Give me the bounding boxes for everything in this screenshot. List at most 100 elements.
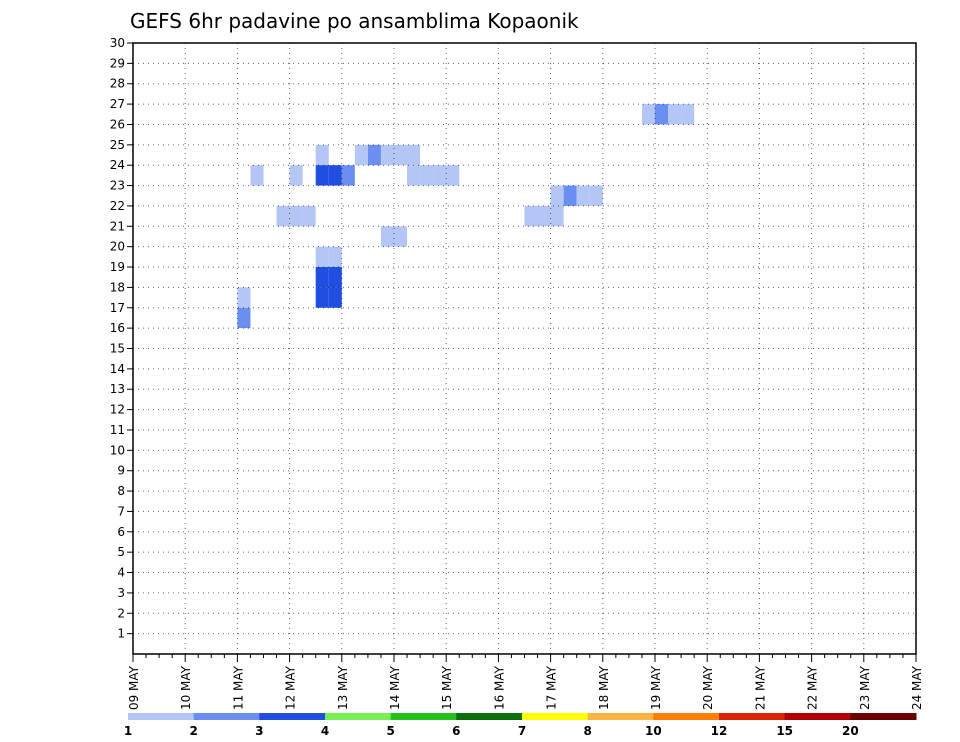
colorbar-label: 20 bbox=[842, 724, 859, 738]
y-tick-label: 1 bbox=[117, 627, 125, 641]
y-tick-label: 6 bbox=[117, 525, 125, 539]
heatmap-cell bbox=[328, 267, 342, 288]
heatmap-cell bbox=[589, 185, 603, 206]
heatmap-cell bbox=[237, 287, 251, 308]
heatmap-cell bbox=[289, 165, 303, 186]
colorbar-swatch bbox=[653, 713, 720, 720]
colorbar-swatch bbox=[259, 713, 326, 720]
heatmap-cell bbox=[328, 287, 342, 308]
y-tick-label: 11 bbox=[110, 423, 125, 437]
y-tick-label: 4 bbox=[117, 566, 125, 580]
colorbar-label: 1 bbox=[124, 724, 132, 738]
heatmap-cell bbox=[550, 205, 564, 227]
heatmap-cell bbox=[641, 104, 655, 125]
y-tick-label: 14 bbox=[110, 362, 125, 376]
grid-lines bbox=[133, 42, 917, 654]
colorbar-label: 6 bbox=[452, 724, 460, 738]
y-tick-label: 18 bbox=[110, 280, 125, 294]
heatmap-cell bbox=[394, 226, 408, 247]
y-tick-label: 22 bbox=[110, 199, 125, 213]
heatmap-cell bbox=[537, 205, 551, 227]
heatmap-cell bbox=[655, 104, 669, 125]
y-tick-label: 8 bbox=[117, 484, 125, 498]
colorbar-swatch bbox=[390, 713, 457, 720]
y-tick-label: 13 bbox=[110, 382, 125, 396]
x-tick-label: 12 MAY bbox=[284, 665, 298, 710]
chart-title: GEFS 6hr padavine po ansamblima Kopaonik bbox=[130, 9, 579, 33]
colorbar-swatch bbox=[193, 713, 260, 720]
heatmap-cells bbox=[237, 104, 695, 329]
heatmap-cell bbox=[668, 104, 682, 125]
x-axis: 09 MAY 10 MAY 11 MAY 12 MAY 13 MAY 14 MAY 15 M… bbox=[127, 654, 924, 710]
colorbar-swatch bbox=[784, 713, 851, 720]
colorbar-label: 10 bbox=[645, 724, 662, 738]
heatmap-cell bbox=[446, 165, 460, 186]
y-tick-label: 19 bbox=[110, 260, 125, 274]
heatmap-cell bbox=[380, 226, 394, 247]
y-tick-label: 5 bbox=[117, 545, 125, 559]
heatmap-cell bbox=[681, 104, 695, 125]
heatmap-cell bbox=[315, 287, 329, 308]
heatmap-cell bbox=[380, 144, 394, 166]
x-tick-label: 10 MAY bbox=[179, 665, 193, 710]
x-tick-label: 09 MAY bbox=[127, 665, 141, 710]
colorbar-swatch bbox=[587, 713, 654, 720]
colorbar-label: 8 bbox=[583, 724, 591, 738]
x-tick-label: 18 MAY bbox=[597, 665, 611, 710]
heatmap-cell bbox=[276, 205, 290, 227]
colorbar-label: 12 bbox=[711, 724, 728, 738]
y-tick-label: 2 bbox=[117, 606, 125, 620]
y-tick-label: 28 bbox=[110, 77, 125, 91]
heatmap-cell bbox=[328, 165, 342, 186]
heatmap-cell bbox=[524, 205, 538, 227]
y-tick-label: 7 bbox=[117, 504, 125, 518]
x-tick-label: 22 MAY bbox=[806, 665, 820, 710]
heatmap-cell bbox=[315, 165, 329, 186]
colorbar-swatch bbox=[128, 713, 195, 720]
x-tick-label: 21 MAY bbox=[753, 665, 767, 710]
colorbar-label: 4 bbox=[321, 724, 329, 738]
colorbar-swatch bbox=[850, 713, 917, 720]
colorbar-label: 3 bbox=[255, 724, 263, 738]
y-tick-label: 30 bbox=[110, 36, 125, 50]
heatmap-cell bbox=[420, 165, 434, 186]
heatmap-cell bbox=[328, 246, 342, 268]
y-tick-label: 20 bbox=[110, 240, 125, 254]
y-tick-label: 17 bbox=[110, 301, 125, 315]
x-tick-label: 16 MAY bbox=[492, 665, 506, 710]
colorbar-label: 15 bbox=[776, 724, 793, 738]
colorbar-label: 5 bbox=[386, 724, 394, 738]
y-axis: 1234567891011121314151617181920212223242… bbox=[110, 36, 133, 641]
heatmap-cell bbox=[315, 267, 329, 288]
colorbar-swatch bbox=[719, 713, 786, 720]
y-tick-label: 27 bbox=[110, 97, 125, 111]
heatmap-cell bbox=[407, 144, 421, 166]
x-tick-label: 15 MAY bbox=[440, 665, 454, 710]
y-tick-label: 24 bbox=[110, 158, 125, 172]
y-tick-label: 16 bbox=[110, 321, 125, 335]
y-tick-label: 26 bbox=[110, 117, 125, 131]
x-tick-label: 13 MAY bbox=[336, 665, 350, 710]
heatmap-cell bbox=[289, 205, 303, 227]
heatmap-cell bbox=[341, 165, 355, 186]
x-tick-label: 14 MAY bbox=[388, 665, 402, 710]
x-tick-label: 23 MAY bbox=[858, 665, 872, 710]
color-legend: 1 2 3 4 5 6 7 8 10 12 15 20 bbox=[124, 713, 917, 738]
heatmap-cell bbox=[563, 185, 577, 206]
y-tick-label: 23 bbox=[110, 179, 125, 193]
colorbar-label: 2 bbox=[189, 724, 197, 738]
heatmap-cell bbox=[354, 144, 368, 166]
x-tick-label: 20 MAY bbox=[701, 665, 715, 710]
heatmap-cell bbox=[315, 144, 329, 166]
y-tick-label: 9 bbox=[117, 464, 125, 478]
y-tick-label: 15 bbox=[110, 342, 125, 356]
y-tick-label: 29 bbox=[110, 56, 125, 70]
y-tick-label: 3 bbox=[117, 586, 125, 600]
heatmap-cell bbox=[394, 144, 408, 166]
heatmap-cell bbox=[433, 165, 447, 186]
heatmap-cell bbox=[367, 144, 381, 166]
y-tick-label: 12 bbox=[110, 403, 125, 417]
y-tick-label: 10 bbox=[110, 443, 125, 457]
heatmap-cell bbox=[237, 307, 251, 329]
